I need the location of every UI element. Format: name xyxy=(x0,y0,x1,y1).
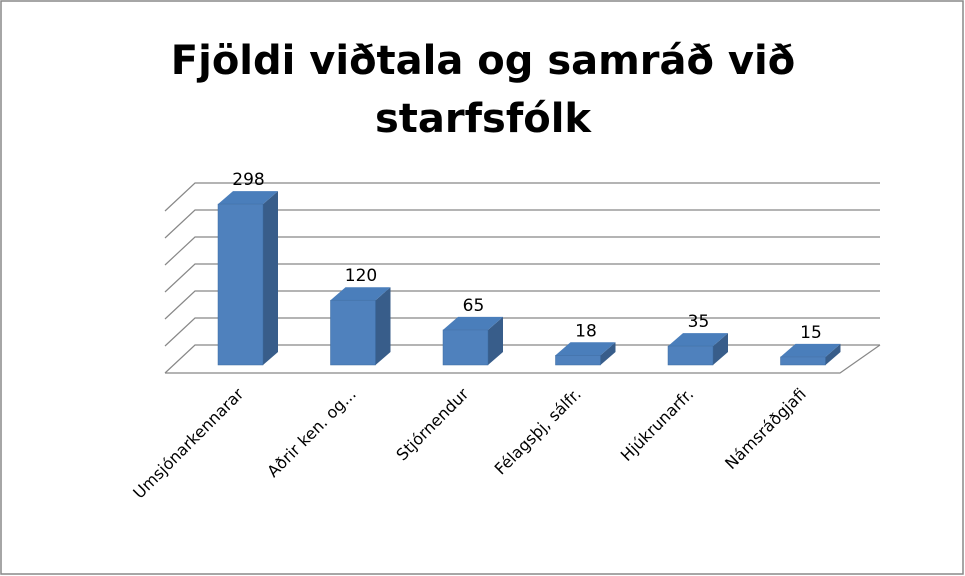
bar-top xyxy=(330,287,391,301)
grid-line xyxy=(164,290,880,320)
bar-side xyxy=(600,342,616,365)
bar xyxy=(217,203,264,366)
data-label: 35 xyxy=(688,312,710,332)
bar xyxy=(667,345,714,366)
bar xyxy=(442,329,489,366)
bar-side xyxy=(713,333,728,365)
grid-line xyxy=(164,263,880,293)
data-label: 18 xyxy=(575,321,597,341)
bar xyxy=(780,356,826,366)
grid-line xyxy=(164,236,880,266)
bar-side xyxy=(375,287,391,365)
bar-top xyxy=(443,316,503,330)
grid-line xyxy=(164,209,880,239)
bar-side xyxy=(825,343,841,365)
bar xyxy=(330,299,376,366)
grid-line xyxy=(164,182,880,212)
bar-top xyxy=(668,333,728,347)
bar-top xyxy=(780,343,841,357)
bar-side xyxy=(263,191,278,365)
bar-top xyxy=(218,191,278,205)
data-label: 298 xyxy=(232,170,264,190)
bar xyxy=(555,355,601,366)
floor xyxy=(165,344,881,374)
data-label: 120 xyxy=(345,266,377,286)
grid-line xyxy=(164,317,880,347)
bar-side xyxy=(488,316,503,365)
grid-line xyxy=(164,344,880,374)
chart-title: Fjöldi viðtala og samráð við starfsfólk xyxy=(171,38,795,142)
data-label: 15 xyxy=(800,323,822,343)
bar-top xyxy=(555,342,616,356)
data-label: 65 xyxy=(463,296,485,316)
